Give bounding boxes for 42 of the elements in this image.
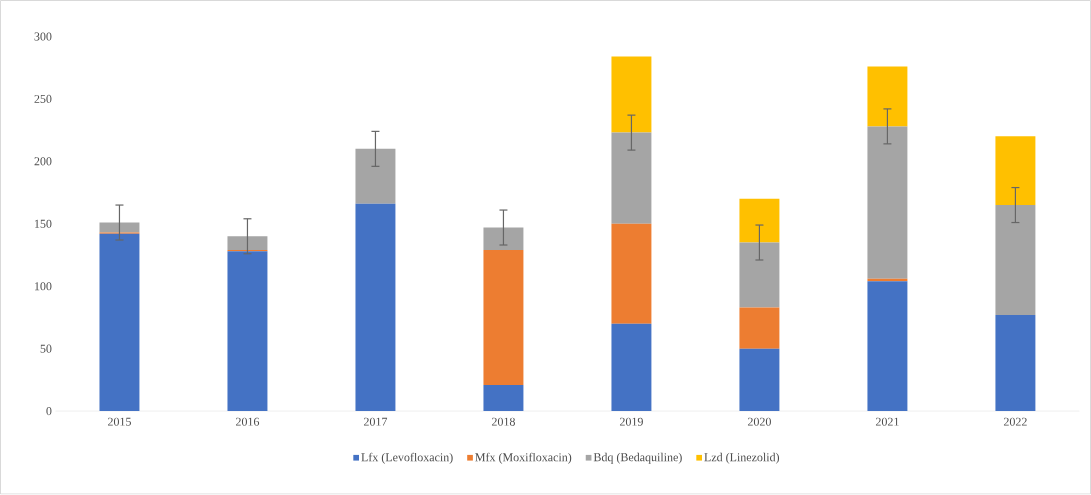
bar xyxy=(611,323,652,412)
bar xyxy=(611,56,652,133)
y-tick-label: 100 xyxy=(35,282,52,291)
bar xyxy=(611,132,652,225)
y-tick-label: 250 xyxy=(34,95,52,104)
x-tick-label: 2021 xyxy=(875,417,899,426)
y-tick-label: 200 xyxy=(34,157,52,166)
x-tick-label: 2018 xyxy=(491,417,515,426)
y-tick-label: 0 xyxy=(46,407,52,416)
x-tick-label: 2022 xyxy=(1003,417,1027,426)
bar xyxy=(867,66,908,127)
y-tick-label: 300 xyxy=(34,32,52,41)
bar xyxy=(867,126,908,279)
bar xyxy=(611,224,652,324)
y-tick-label: 50 xyxy=(40,344,52,353)
bar xyxy=(739,199,780,243)
bar xyxy=(355,149,396,205)
bar xyxy=(739,348,780,412)
x-tick-label: 2017 xyxy=(363,417,388,426)
bar xyxy=(739,242,780,308)
x-tick-label: 2020 xyxy=(747,417,771,426)
bar xyxy=(483,250,524,386)
legend-label: Mfx (Moxifloxacin) xyxy=(475,453,572,464)
bar xyxy=(995,205,1036,316)
x-tick-label: 2019 xyxy=(619,417,643,426)
bar xyxy=(99,222,140,233)
legend-label: Lzd (Linezolid) xyxy=(704,453,780,464)
bar xyxy=(995,136,1036,206)
x-tick-label: 2016 xyxy=(236,417,260,426)
bar xyxy=(483,227,524,251)
bar xyxy=(355,204,396,412)
bar xyxy=(227,251,268,412)
y-tick-label: 150 xyxy=(35,219,52,229)
bar xyxy=(483,385,524,412)
bar xyxy=(739,307,780,349)
x-tick-label: 2015 xyxy=(108,417,131,426)
bar xyxy=(99,234,140,412)
bar xyxy=(227,236,268,251)
legend-label: Bdq (Bedaquiline) xyxy=(593,453,682,464)
bar xyxy=(995,315,1036,412)
legend-label: Lfx (Levofloxacin) xyxy=(361,453,453,464)
bar xyxy=(867,281,908,412)
